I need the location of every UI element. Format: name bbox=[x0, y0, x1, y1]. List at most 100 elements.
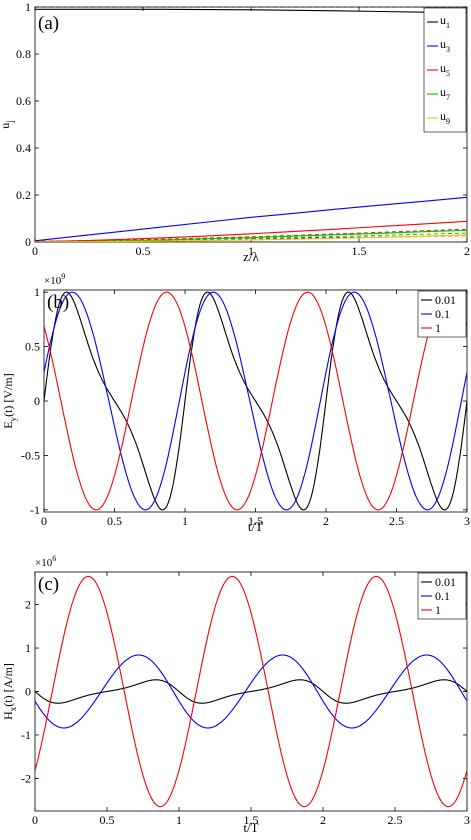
y-tick-label: 2 bbox=[25, 598, 31, 612]
y-axis-label-tail: (t) [A/m] bbox=[1, 663, 15, 707]
panel-label: (b) bbox=[47, 292, 69, 313]
y-tick-label: -1 bbox=[21, 728, 31, 742]
x-axis-label: z/λ bbox=[243, 249, 259, 264]
legend-label-main: u bbox=[440, 109, 446, 123]
legend-label: 0.01 bbox=[435, 293, 456, 307]
legend-label: 0.1 bbox=[435, 589, 450, 603]
series-line-u1 bbox=[35, 8, 467, 14]
y-axis-label-sub: x bbox=[8, 706, 18, 711]
legend-label-sub: 1 bbox=[446, 21, 450, 30]
x-tick-label: 1 bbox=[248, 244, 254, 258]
series-line-1 bbox=[44, 291, 467, 511]
panel-a: 00.511.5200.20.40.60.81z/λuju1u3u5u7u9(a… bbox=[0, 0, 470, 264]
x-tick-label: 1.5 bbox=[244, 813, 259, 827]
y-axis-label-main: H bbox=[1, 711, 15, 720]
exponent-base: ×10 bbox=[35, 557, 53, 569]
x-tick-label: 0 bbox=[32, 244, 38, 258]
exponent-power: 6 bbox=[52, 554, 56, 563]
x-tick-label: 0.5 bbox=[136, 244, 151, 258]
series-line-u7 bbox=[35, 229, 467, 242]
y-axis-label-tail: (t) [V/m] bbox=[1, 373, 15, 417]
x-axis-label: t/T bbox=[248, 519, 263, 534]
y-tick-label: 0 bbox=[25, 685, 31, 699]
legend-label: u5 bbox=[440, 61, 450, 78]
x-tick-label: 2 bbox=[464, 244, 470, 258]
legend-label-main: u bbox=[440, 13, 446, 27]
legend-label: u9 bbox=[440, 109, 450, 126]
x-tick-label: 1 bbox=[182, 514, 188, 528]
series-line-0_1 bbox=[35, 654, 467, 729]
y-tick-label: 1 bbox=[25, 641, 31, 655]
legend-label-sub: 3 bbox=[446, 45, 450, 54]
x-tick-label: 1 bbox=[176, 813, 182, 827]
x-tick-label: 1.5 bbox=[352, 244, 367, 258]
panel-c: 0 0.5 1 1.5 2 2.5 3 -2 -1 0 1 2 t/T Hx(t) [A/m] ×106 0.… bbox=[1, 554, 470, 835]
plot-area bbox=[35, 7, 467, 242]
axes-box bbox=[34, 6, 468, 243]
legend-label-main: u bbox=[440, 85, 446, 99]
legend-label: u1 bbox=[440, 13, 450, 30]
exponent-label: ×106 bbox=[35, 554, 56, 569]
exponent-power: 9 bbox=[61, 272, 65, 281]
x-axis-label: t/T bbox=[243, 820, 258, 835]
y-axis-label-main: u bbox=[0, 123, 12, 129]
series-line-u5 bbox=[35, 220, 467, 242]
panel-label: (c) bbox=[38, 574, 59, 595]
y-tick-label: 0.4 bbox=[16, 141, 31, 155]
y-axis-label: Ey(t) [V/m] bbox=[1, 373, 18, 429]
x-tick-label: 2.5 bbox=[388, 813, 403, 827]
y-tick-label: 0.8 bbox=[16, 47, 31, 61]
series-line-0_1 bbox=[44, 291, 467, 511]
y-axis-label-sub: j bbox=[5, 120, 15, 124]
y-axis-label: uj bbox=[0, 120, 15, 129]
y-tick-label: -1 bbox=[30, 503, 40, 517]
legend: 0.010.11 bbox=[417, 290, 467, 338]
x-tick-label: 2 bbox=[320, 813, 326, 827]
legend-label: u3 bbox=[440, 37, 450, 54]
x-tick-label: 0.5 bbox=[107, 514, 122, 528]
exponent-base: ×10 bbox=[44, 275, 62, 287]
y-axis-label-sub: y bbox=[8, 416, 18, 421]
x-tick-label: 3 bbox=[464, 813, 470, 827]
y-axis-label: Hx(t) [A/m] bbox=[1, 663, 18, 720]
series-line-u3 bbox=[35, 196, 467, 242]
legend-label: 0.01 bbox=[435, 575, 456, 589]
y-tick-label: 0.2 bbox=[16, 188, 31, 202]
y-tick-label: 0.5 bbox=[25, 340, 40, 354]
x-tick-label: 0 bbox=[32, 813, 38, 827]
panel-b: 0 0.5 1 1.5 2 2.5 3 -1 -0.5 0 0.5 1 t/T Ey(t) [V/m] ×1… bbox=[1, 272, 470, 534]
legend-label-sub: 5 bbox=[446, 69, 450, 78]
legend-label-main: u bbox=[440, 61, 446, 75]
series-line-1 bbox=[35, 575, 467, 808]
y-tick-label: -0.5 bbox=[21, 448, 40, 462]
y-tick-label: 1 bbox=[34, 285, 40, 299]
series-line-0_01 bbox=[35, 679, 467, 704]
exponent-label: ×109 bbox=[44, 272, 65, 287]
series-line-0_01 bbox=[44, 291, 467, 511]
legend-label: 1 bbox=[435, 603, 441, 617]
x-tick-label: 3 bbox=[464, 514, 470, 528]
y-tick-label: 0.6 bbox=[16, 94, 31, 108]
legend-label: 0.1 bbox=[435, 307, 450, 321]
y-tick-label: 1 bbox=[25, 0, 31, 14]
legend-label-sub: 9 bbox=[446, 117, 450, 126]
x-tick-label: 0 bbox=[41, 514, 47, 528]
series-line-u9 bbox=[35, 234, 467, 242]
legend-label: 1 bbox=[435, 321, 441, 335]
x-tick-label: 1.5 bbox=[248, 514, 263, 528]
legend-label: u7 bbox=[440, 85, 450, 102]
y-tick-label: -2 bbox=[21, 771, 31, 785]
y-axis-label-main: E bbox=[1, 421, 15, 428]
y-tick-label: 0 bbox=[34, 394, 40, 408]
legend-label-main: u bbox=[440, 37, 446, 51]
panel-label: (a) bbox=[38, 13, 59, 34]
x-tick-label: 0.5 bbox=[100, 813, 115, 827]
y-tick-label: 0 bbox=[25, 235, 31, 249]
x-tick-label: 2.5 bbox=[389, 514, 404, 528]
legend-label-sub: 7 bbox=[446, 93, 450, 102]
plot-area bbox=[35, 575, 467, 808]
x-tick-label: 2 bbox=[323, 514, 329, 528]
legend: 0.010.11 bbox=[417, 572, 467, 620]
